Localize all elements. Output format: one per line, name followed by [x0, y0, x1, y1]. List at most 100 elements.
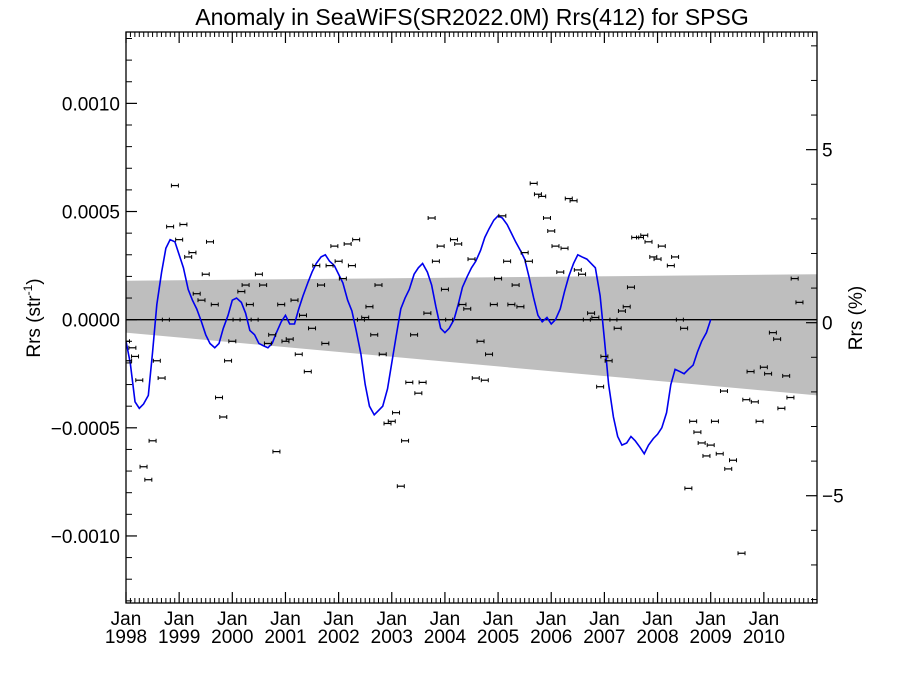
x-tick-label-year: 2002 [317, 627, 359, 648]
data-point [507, 302, 516, 307]
x-tick-label-month: Jan [270, 609, 301, 630]
data-point [299, 313, 308, 318]
data-point [511, 283, 520, 288]
data-point [520, 250, 529, 255]
data-point [405, 380, 414, 385]
data-point [609, 317, 618, 322]
data-point [635, 235, 644, 240]
data-point [573, 267, 582, 272]
data-point [387, 419, 396, 424]
x-tick-label-month: Jan [642, 609, 673, 630]
data-point [135, 378, 144, 383]
data-point [494, 276, 503, 281]
data-point [706, 443, 715, 448]
data-point [613, 326, 622, 331]
x-tick-label-month: Jan [430, 609, 461, 630]
x-tick-label-month: Jan [323, 609, 354, 630]
data-point [347, 263, 356, 268]
data-point [392, 410, 401, 415]
data-point [551, 244, 560, 249]
data-point [680, 326, 689, 331]
x-tick-label-month: Jan [376, 609, 407, 630]
data-point [308, 326, 317, 331]
data-point [161, 317, 170, 322]
data-point [197, 298, 206, 303]
data-point [188, 250, 197, 255]
data-point [587, 311, 596, 316]
x-tick-label-year: 2004 [424, 627, 467, 648]
x-tick-label-month: Jan [483, 609, 514, 630]
data-point [719, 389, 728, 394]
data-point [215, 395, 224, 400]
data-point [268, 332, 277, 337]
data-point [454, 241, 463, 246]
data-point [724, 466, 733, 471]
data-point [689, 419, 698, 424]
data-point [622, 304, 631, 309]
data-point [250, 317, 259, 322]
data-point [556, 270, 565, 275]
data-point [773, 337, 782, 342]
data-points [126, 181, 804, 556]
data-point [560, 246, 569, 251]
data-point [272, 449, 281, 454]
data-point [649, 254, 658, 259]
data-point [254, 272, 263, 277]
data-point [334, 259, 343, 264]
data-point [533, 192, 542, 197]
data-point [591, 315, 600, 320]
data-point [263, 341, 272, 346]
data-point [312, 263, 321, 268]
data-point [742, 397, 751, 402]
data-point [710, 419, 719, 424]
data-point [569, 198, 578, 203]
data-point [431, 259, 440, 264]
x-tick-label-year: 2005 [477, 627, 519, 648]
data-point [480, 378, 489, 383]
data-point [245, 302, 254, 307]
data-point [317, 283, 326, 288]
data-point [396, 484, 405, 489]
data-point [330, 244, 339, 249]
data-point [445, 317, 454, 322]
data-point [343, 241, 352, 246]
data-point [361, 315, 370, 320]
x-tick-label-year: 2008 [636, 627, 678, 648]
data-point [782, 373, 791, 378]
left-y-tick-label: 0.0005 [62, 203, 120, 224]
data-point [285, 337, 294, 342]
data-point [128, 345, 137, 350]
data-point [365, 304, 374, 309]
data-point [126, 358, 133, 363]
data-point [228, 339, 237, 344]
x-tick-label-year: 1998 [105, 627, 147, 648]
data-point [476, 339, 485, 344]
data-point [644, 239, 653, 244]
right-y-tick-label: 5 [822, 141, 833, 162]
data-point [325, 263, 334, 268]
data-point [232, 317, 241, 322]
data-point [321, 341, 330, 346]
data-point [224, 358, 233, 363]
x-tick-label-month: Jan [589, 609, 620, 630]
data-point [768, 330, 777, 335]
left-y-tick-label: −0.0010 [51, 527, 120, 548]
data-point [684, 486, 693, 491]
x-tick-label-year: 2000 [211, 627, 253, 648]
data-point [210, 302, 219, 307]
data-point [201, 272, 210, 277]
data-point [338, 276, 347, 281]
data-point [294, 352, 303, 357]
data-point [795, 300, 804, 305]
data-point [175, 237, 184, 242]
data-point [148, 438, 157, 443]
data-point [423, 311, 432, 316]
data-point [179, 222, 188, 227]
data-point [746, 369, 755, 374]
data-point [356, 317, 365, 322]
data-point [777, 406, 786, 411]
x-tick-label-month: Jan [749, 609, 780, 630]
running-mean-line [126, 214, 712, 456]
data-point [259, 283, 268, 288]
data-point [427, 216, 436, 221]
